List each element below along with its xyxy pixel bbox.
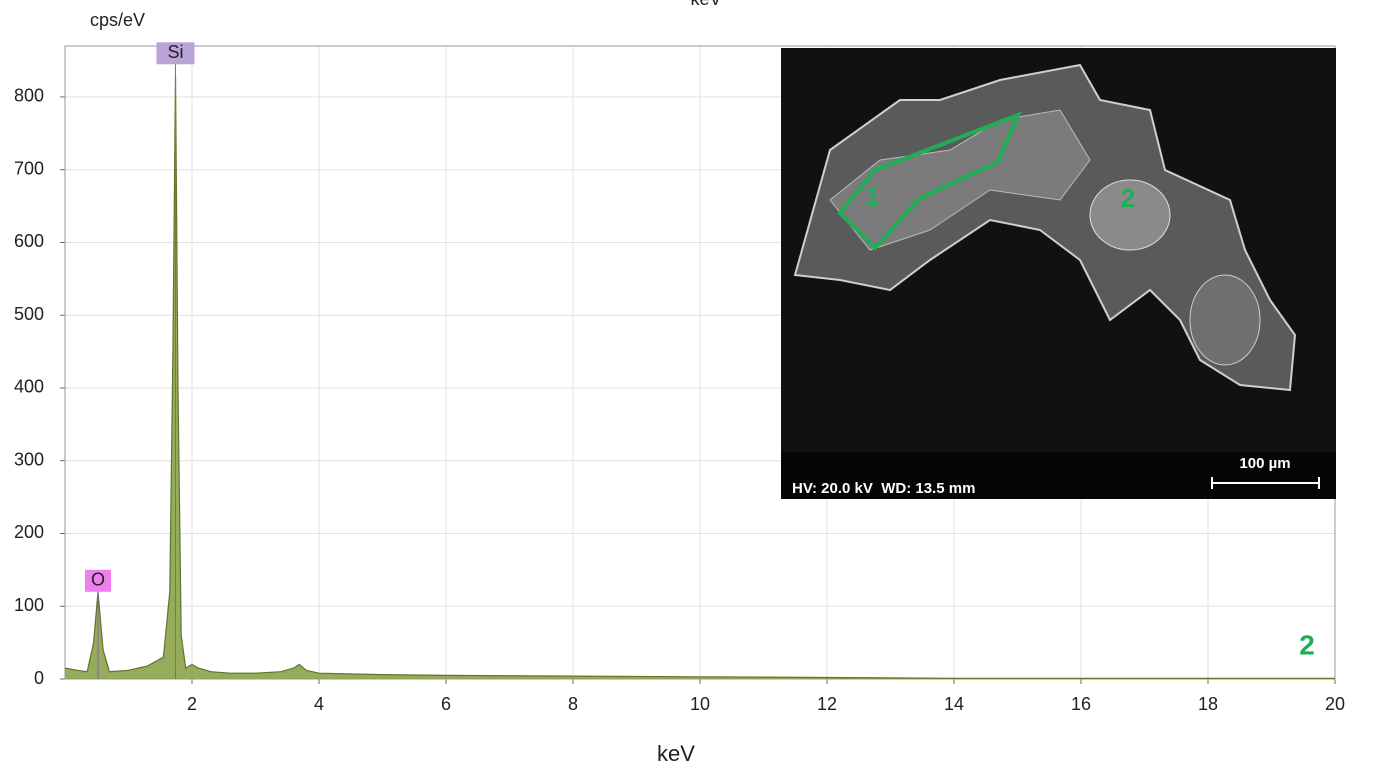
chart: keV cps/eV keV 2 0 100 200 300 400 500 600 700 8… xyxy=(0,0,1376,770)
x-axis-label: keV xyxy=(657,741,695,766)
peak-label: O xyxy=(91,570,105,590)
y-axis-label: cps/eV xyxy=(90,10,145,30)
x-tick-label: 4 xyxy=(314,694,324,714)
y-tick-label: 200 xyxy=(14,522,44,542)
x-tick-label: 18 xyxy=(1198,694,1218,714)
x-tick-label: 10 xyxy=(690,694,710,714)
y-tick-label: 700 xyxy=(14,158,44,178)
sem-info: HV: 20.0 kV WD: 13.5 mm xyxy=(792,480,975,497)
region-label: 1 xyxy=(865,181,879,211)
x-tick-label: 8 xyxy=(568,694,578,714)
annotation: 2 xyxy=(1299,629,1315,660)
particle-facet xyxy=(1190,275,1260,365)
peak-label: Si xyxy=(167,42,183,62)
header-text: keV xyxy=(690,0,721,9)
page: {"chart_data": { "type": "area", "header… xyxy=(0,0,1376,770)
x-tick-label: 14 xyxy=(944,694,964,714)
y-tick-label: 400 xyxy=(14,377,44,397)
x-tick-label: 2 xyxy=(187,694,197,714)
sem-inset: 1 2 HV: 20.0 kV WD: 13.5 mm 100 µm xyxy=(781,48,1336,499)
y-tick-label: 300 xyxy=(14,449,44,469)
y-tick-label: 800 xyxy=(14,86,44,106)
x-tick-label: 6 xyxy=(441,694,451,714)
y-tick-label: 0 xyxy=(34,668,44,688)
y-tick-label: 500 xyxy=(14,304,44,324)
x-tick-label: 16 xyxy=(1071,694,1091,714)
x-tick-label: 20 xyxy=(1325,694,1345,714)
region-label: 2 xyxy=(1121,183,1135,213)
y-tick-label: 100 xyxy=(14,595,44,615)
x-tick-label: 12 xyxy=(817,694,837,714)
y-tick-label: 600 xyxy=(14,231,44,251)
scale-bar-label: 100 µm xyxy=(1239,455,1290,472)
